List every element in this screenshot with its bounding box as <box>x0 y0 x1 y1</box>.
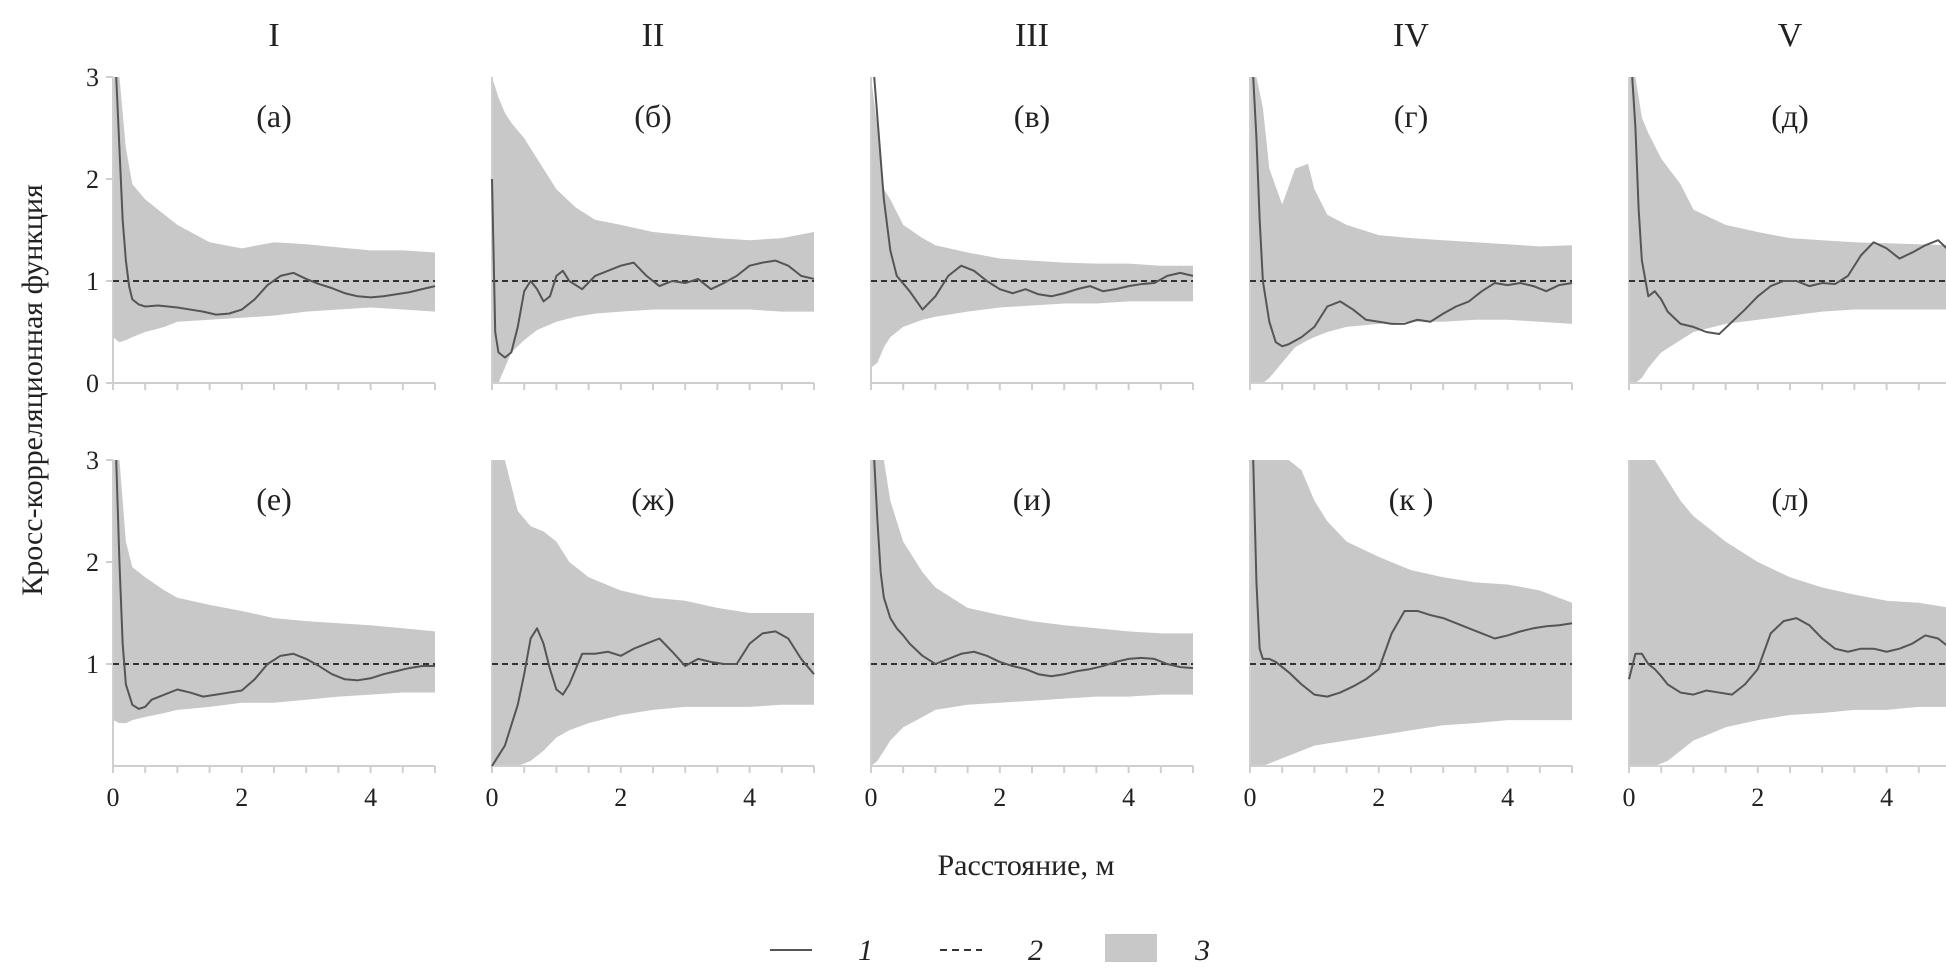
legend-label: 1 <box>858 934 873 967</box>
observed-curve <box>491 178 815 359</box>
panel-label: (а) <box>256 98 292 134</box>
legend-label: 2 <box>1028 934 1043 967</box>
panel-label: (е) <box>256 481 292 517</box>
confidence-band <box>871 460 1193 766</box>
y-tick-label: 2 <box>86 548 99 577</box>
panel-label: (в) <box>1014 98 1050 134</box>
x-tick-label: 2 <box>1751 783 1764 812</box>
panel-label: (г) <box>1394 98 1428 134</box>
column-title: III <box>1015 17 1049 54</box>
column-titles: I II III IV V <box>268 17 1802 54</box>
panel-label: (л) <box>1771 481 1808 517</box>
y-tick-label: 2 <box>86 165 99 194</box>
observed-curve <box>1628 617 1946 696</box>
panel-1: (б) <box>491 77 815 390</box>
observed-curve <box>873 76 1194 311</box>
x-tick-label: 2 <box>993 783 1006 812</box>
panel-label: (д) <box>1771 98 1809 134</box>
confidence-band <box>492 77 814 383</box>
x-tick-label: 0 <box>865 783 878 812</box>
panel-label: (и) <box>1013 481 1051 517</box>
confidence-band <box>1629 460 1946 766</box>
panel-label: (ж) <box>631 481 674 517</box>
x-tick-label: 4 <box>1501 783 1514 812</box>
x-axis-title: Расстояние, м <box>938 849 1115 882</box>
x-tick-label: 4 <box>1122 783 1135 812</box>
observed-curve <box>1631 76 1946 336</box>
observed-curve <box>1252 459 1573 698</box>
x-tick-label: 0 <box>1623 783 1636 812</box>
confidence-band <box>871 77 1193 368</box>
confidence-band <box>113 77 435 343</box>
x-tick-label: 0 <box>107 783 120 812</box>
column-title: V <box>1778 17 1803 54</box>
x-tick-label: 4 <box>743 783 756 812</box>
column-title: IV <box>1393 17 1429 54</box>
legend-label: 3 <box>1194 934 1210 967</box>
panel-9: 0 2 4 (л) <box>1623 460 1946 812</box>
legend-swatch-band <box>1105 934 1157 962</box>
observed-curve <box>115 76 436 316</box>
y-tick-label: 3 <box>86 446 99 475</box>
x-tick-label: 4 <box>1880 783 1893 812</box>
x-tick-label: 0 <box>486 783 499 812</box>
panels-layer: 0 1 2 3 (а) (б) (в) (г) (д) 1 2 3 0 2 4 (е) 0 2 4 (ж) 0 2 4 (и)… <box>86 63 1946 812</box>
x-tick-label: 0 <box>1244 783 1257 812</box>
y-tick-label: 1 <box>86 650 99 679</box>
confidence-band <box>492 460 814 766</box>
panel-4: (д) <box>1628 76 1946 390</box>
confidence-band <box>1629 77 1946 383</box>
legend: 1 2 3 <box>770 934 1210 967</box>
x-tick-label: 2 <box>235 783 248 812</box>
y-tick-label: 3 <box>86 63 99 92</box>
y-axis-title: Кросс-корреляционная функция <box>16 184 49 596</box>
panel-7: 0 2 4 (и) <box>865 459 1194 812</box>
panel-0: 0 1 2 3 (а) <box>86 63 436 398</box>
x-tick-label: 2 <box>614 783 627 812</box>
panel-label: (к ) <box>1389 481 1434 517</box>
panel-5: 1 2 3 0 2 4 (е) <box>86 446 436 812</box>
x-tick-label: 2 <box>1372 783 1385 812</box>
panel-6: 0 2 4 (ж) <box>486 460 815 812</box>
observed-curve <box>115 459 435 710</box>
column-title: II <box>642 17 665 54</box>
observed-curve <box>491 627 815 767</box>
y-tick-label: 1 <box>86 267 99 296</box>
x-tick-label: 4 <box>364 783 377 812</box>
y-tick-label: 0 <box>86 369 99 398</box>
column-title: I <box>268 17 279 54</box>
observed-curve <box>1252 76 1573 348</box>
confidence-band <box>1250 77 1572 383</box>
panel-label: (б) <box>634 98 672 134</box>
panel-3: (г) <box>1249 76 1573 390</box>
panel-2: (в) <box>870 76 1194 390</box>
confidence-band <box>1250 460 1572 766</box>
observed-curve <box>873 459 1194 678</box>
panel-8: 0 2 4 (к ) <box>1244 459 1573 812</box>
confidence-band <box>113 460 435 724</box>
